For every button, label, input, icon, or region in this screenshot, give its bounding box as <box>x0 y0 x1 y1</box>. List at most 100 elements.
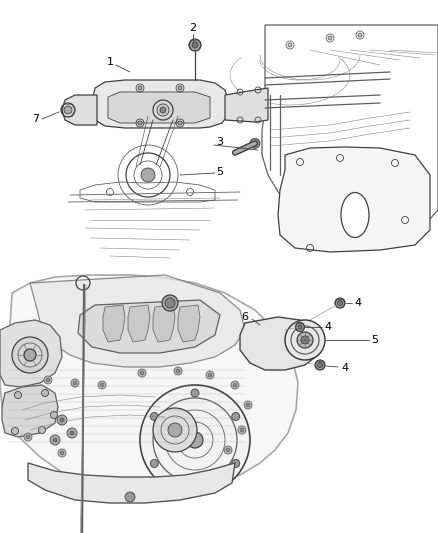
Circle shape <box>174 367 182 375</box>
Polygon shape <box>0 275 298 490</box>
Circle shape <box>208 373 212 377</box>
Circle shape <box>358 33 362 37</box>
Circle shape <box>150 459 158 467</box>
Circle shape <box>191 389 199 397</box>
Circle shape <box>168 423 182 437</box>
Polygon shape <box>153 305 175 342</box>
Text: 4: 4 <box>325 322 332 332</box>
Circle shape <box>100 383 104 387</box>
Circle shape <box>150 413 158 421</box>
Circle shape <box>24 349 36 361</box>
Circle shape <box>238 426 246 434</box>
Text: 5: 5 <box>371 335 378 345</box>
Circle shape <box>232 413 240 421</box>
Circle shape <box>153 408 197 452</box>
Circle shape <box>206 371 214 379</box>
Circle shape <box>244 401 252 409</box>
Circle shape <box>98 381 106 389</box>
Circle shape <box>162 295 178 311</box>
Circle shape <box>285 320 325 360</box>
Circle shape <box>246 403 250 407</box>
Text: 4: 4 <box>354 298 361 308</box>
Text: 1: 1 <box>106 57 113 67</box>
Polygon shape <box>178 305 200 342</box>
Circle shape <box>288 43 292 47</box>
Circle shape <box>141 168 155 182</box>
Ellipse shape <box>341 192 369 238</box>
Circle shape <box>297 332 313 348</box>
Circle shape <box>64 106 72 114</box>
Circle shape <box>44 376 52 384</box>
Circle shape <box>67 428 77 438</box>
Circle shape <box>231 381 239 389</box>
Polygon shape <box>240 317 322 370</box>
Circle shape <box>24 433 32 441</box>
Circle shape <box>335 298 345 308</box>
Circle shape <box>138 86 142 90</box>
Polygon shape <box>0 265 438 278</box>
Circle shape <box>189 39 201 51</box>
Circle shape <box>140 371 144 375</box>
Polygon shape <box>108 92 210 123</box>
Circle shape <box>191 483 199 491</box>
Text: 7: 7 <box>32 114 39 124</box>
Circle shape <box>233 383 237 387</box>
Circle shape <box>232 459 240 467</box>
Text: 2: 2 <box>190 23 197 33</box>
Circle shape <box>138 121 142 125</box>
Circle shape <box>138 369 146 377</box>
Circle shape <box>50 435 60 445</box>
Text: 5: 5 <box>216 167 223 177</box>
Polygon shape <box>30 275 245 367</box>
Polygon shape <box>0 25 438 265</box>
Circle shape <box>11 427 18 434</box>
Circle shape <box>157 104 169 116</box>
Circle shape <box>39 426 46 433</box>
Circle shape <box>14 392 21 399</box>
Text: 4: 4 <box>342 363 349 373</box>
Circle shape <box>160 107 166 113</box>
Circle shape <box>60 418 64 422</box>
Polygon shape <box>78 300 220 353</box>
Circle shape <box>12 337 48 373</box>
Polygon shape <box>0 320 62 387</box>
Circle shape <box>250 139 260 148</box>
Circle shape <box>328 36 332 40</box>
Circle shape <box>298 325 302 329</box>
Circle shape <box>125 492 135 502</box>
Circle shape <box>178 121 182 125</box>
Circle shape <box>26 435 30 439</box>
Circle shape <box>338 301 343 305</box>
Polygon shape <box>28 463 235 503</box>
Circle shape <box>176 369 180 373</box>
Circle shape <box>192 42 198 48</box>
Circle shape <box>46 378 50 382</box>
Circle shape <box>178 86 182 90</box>
Circle shape <box>73 381 77 385</box>
Circle shape <box>58 449 66 457</box>
Polygon shape <box>92 80 228 128</box>
Circle shape <box>226 448 230 452</box>
Circle shape <box>315 360 325 370</box>
Polygon shape <box>128 305 150 342</box>
Circle shape <box>165 298 175 308</box>
Circle shape <box>318 362 322 367</box>
Circle shape <box>71 379 79 387</box>
Polygon shape <box>278 147 430 252</box>
Polygon shape <box>62 95 97 125</box>
Text: 6: 6 <box>241 312 248 322</box>
Polygon shape <box>225 88 268 122</box>
Circle shape <box>42 390 49 397</box>
Text: 3: 3 <box>216 137 223 147</box>
Circle shape <box>57 415 67 425</box>
Polygon shape <box>2 385 58 437</box>
Circle shape <box>301 336 309 344</box>
Circle shape <box>70 431 74 435</box>
Circle shape <box>50 411 57 418</box>
Circle shape <box>240 428 244 432</box>
Circle shape <box>60 451 64 455</box>
Circle shape <box>296 322 304 332</box>
Polygon shape <box>103 305 125 342</box>
Circle shape <box>187 432 203 448</box>
Circle shape <box>140 385 250 495</box>
